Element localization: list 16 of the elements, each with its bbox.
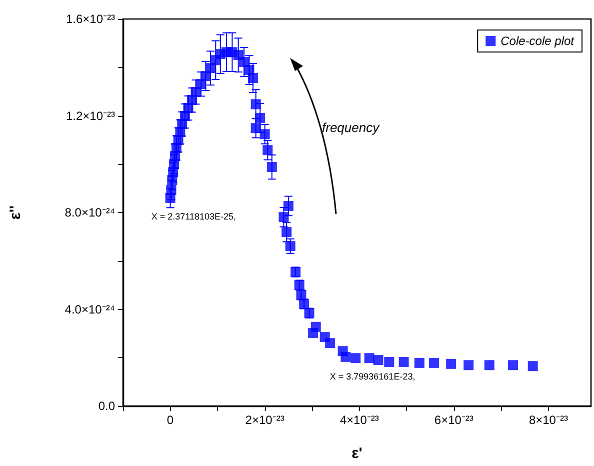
x-tick-label: 6×10⁻²³ [434,413,474,427]
x-axis-title: ε' [352,445,362,462]
y-tick-label: 8.0×10⁻²⁴ [64,206,115,220]
annotation: X = 3.79936161E-23, [330,372,416,382]
x-tick-label: 2×10⁻²³ [245,413,284,427]
x-tick-label: 4×10⁻²³ [340,413,379,427]
y-tick-label: 1.6×10⁻²³ [66,12,115,26]
x-tick-label: 8×10⁻²³ [528,413,568,427]
legend-label: Cole-cole plot [500,34,575,48]
annotation: frequency [322,120,381,135]
x-tick-label: 0 [166,413,174,427]
annotation: X = 2.37118103E-25, [151,211,236,222]
y-tick-label: 0.0 [98,399,116,413]
y-axis-title: ε'' [7,205,24,220]
y-tick-label: 4.0×10⁻²⁴ [64,302,115,316]
y-tick-label: 1.2×10⁻²³ [66,108,115,123]
